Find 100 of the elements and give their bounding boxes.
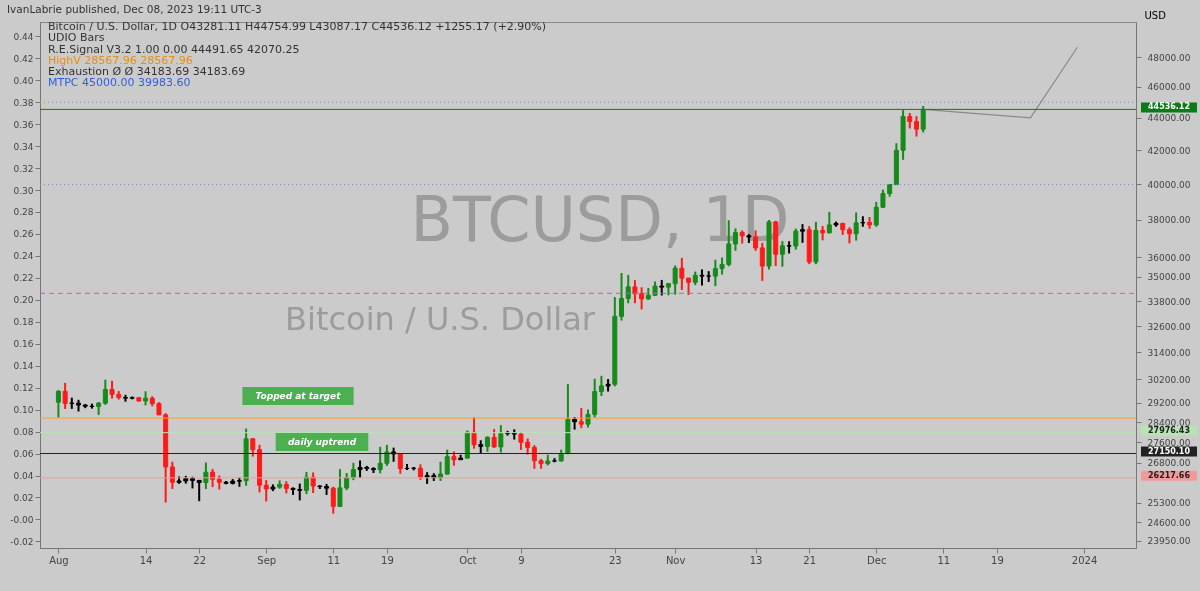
y2-tick-label: 0.10 <box>13 405 34 416</box>
y2-tick-label: 0.38 <box>13 97 34 108</box>
candlestick <box>203 461 209 490</box>
y2-tick-label: 0.30 <box>13 185 34 196</box>
y2-tick-label: -0.02 <box>10 536 34 547</box>
candlestick <box>444 448 450 476</box>
ref-line-label: 26217.66 <box>1147 470 1191 480</box>
y2-tick-label: 0.36 <box>13 119 34 130</box>
y-tick-label: 35000.00 <box>1147 272 1191 283</box>
candlestick <box>913 115 919 138</box>
y2-tick-label: 0.18 <box>13 317 34 328</box>
candlestick <box>826 210 832 235</box>
candlestick <box>578 407 584 430</box>
x-tick-label: 23 <box>608 554 622 566</box>
y2-tick-label: 0.32 <box>13 163 34 174</box>
x-tick-label: 22 <box>193 554 207 566</box>
y-tick-label: 29200.00 <box>1147 398 1191 409</box>
ref-line-label: 44536.12 <box>1147 102 1191 112</box>
candlestick <box>169 460 175 490</box>
y2-tick-label: 0.02 <box>13 492 34 503</box>
y-tick-label: 28400.00 <box>1147 417 1191 428</box>
candlestick <box>102 378 108 406</box>
candlestick <box>250 437 256 458</box>
candlestick <box>625 273 631 305</box>
candlestick <box>303 470 309 496</box>
y-tick-label: 33800.00 <box>1147 296 1191 307</box>
candlestick <box>779 240 785 268</box>
candlestick <box>619 271 625 322</box>
candlestick <box>330 485 336 515</box>
x-tick-label: 9 <box>518 554 525 566</box>
y2-tick-label: 0.14 <box>13 361 34 372</box>
candlestick <box>632 279 638 305</box>
x-tick-label: 19 <box>991 554 1004 566</box>
annotation: MTPC 45000.00 39983.60 <box>48 76 191 89</box>
y-tick-label: 31400.00 <box>1147 347 1191 358</box>
candlestick <box>920 104 926 134</box>
annotation: R.E.Signal V3.2 1.00 0.00 44491.65 42070.25 <box>48 43 300 56</box>
y2-tick-label: 0.34 <box>13 141 34 152</box>
x-tick-label: Oct <box>459 554 477 566</box>
x-tick-label: 11 <box>937 554 951 566</box>
x-tick-label: Dec <box>867 554 887 566</box>
y2-tick-label: 0.22 <box>13 273 34 284</box>
candlestick <box>310 471 316 495</box>
ref-line-label: 27976.43 <box>1147 425 1191 435</box>
candlestick <box>759 241 765 282</box>
annotation: UDIO Bars <box>48 31 105 44</box>
x-tick-label: 13 <box>749 554 763 566</box>
y-tick-label: 48000.00 <box>1147 52 1191 63</box>
y2-tick-label: 0.16 <box>13 339 34 350</box>
candlestick <box>196 479 202 503</box>
y2-tick-label: 0.26 <box>13 229 34 240</box>
x-tick-label: Nov <box>665 554 686 566</box>
y2-tick-label: 0.24 <box>13 251 34 262</box>
candlestick <box>639 286 645 311</box>
y-tick-label: 26800.00 <box>1147 458 1191 469</box>
y2-tick-label: -0.00 <box>10 514 34 525</box>
y-axis-title: USD <box>1144 9 1167 21</box>
y-tick-label: 27600.00 <box>1147 437 1191 448</box>
candlestick <box>853 211 859 242</box>
y-tick-label: 46000.00 <box>1147 82 1191 93</box>
candlestick <box>793 227 799 251</box>
y2-tick-label: 0.42 <box>13 53 34 64</box>
x-tick-label: 14 <box>139 554 153 566</box>
y2-tick-label: 0.12 <box>13 383 34 394</box>
ref-line-label: 27150.10 <box>1147 446 1191 456</box>
y2-tick-label: 0.20 <box>13 295 34 306</box>
candlestick <box>800 223 806 244</box>
x-tick-label: 2024 <box>1071 554 1098 566</box>
candlestick <box>491 428 497 449</box>
candlestick <box>498 424 504 454</box>
candlestick <box>471 416 477 450</box>
chart-subtitle: Bitcoin / U.S. Dollar, 1D O43281.11 H44754.99 L43087.17 C44536.12 +1255.17 (+2.90%) <box>48 20 547 33</box>
y-tick-label: 40000.00 <box>1147 179 1191 190</box>
x-tick-label: 11 <box>327 554 341 566</box>
y-tick-label: 30200.00 <box>1147 374 1191 385</box>
x-tick-label: Sep <box>257 554 277 566</box>
candlestick <box>55 389 61 419</box>
y2-tick-label: 0.08 <box>13 427 34 438</box>
y2-tick-label: 0.06 <box>13 449 34 460</box>
y-tick-label: 44000.00 <box>1147 113 1191 124</box>
annotation: daily uptrend <box>287 437 357 447</box>
candlestick <box>263 479 269 503</box>
x-tick-label: 21 <box>803 554 817 566</box>
y-tick-label: 25300.00 <box>1147 498 1191 509</box>
y-tick-label: 42000.00 <box>1147 145 1191 156</box>
y2-tick-label: 0.40 <box>13 75 34 86</box>
candlestick <box>598 374 604 398</box>
candlestick <box>62 381 68 410</box>
y2-tick-label: 0.44 <box>13 31 34 42</box>
y-tick-label: 36000.00 <box>1147 252 1191 263</box>
y-tick-label: 24600.00 <box>1147 517 1191 528</box>
y2-tick-label: 0.28 <box>13 207 34 218</box>
x-tick-label: 19 <box>381 554 394 566</box>
x-tick-label: Aug <box>49 554 69 566</box>
y-tick-label: 32600.00 <box>1147 321 1191 332</box>
candlestick <box>699 268 705 287</box>
y2-tick-label: 0.04 <box>13 471 34 482</box>
chart-title: IvanLabrie published, Dec 08, 2023 19:11 UTC-3 <box>7 3 262 15</box>
y-tick-label: 38000.00 <box>1147 215 1191 226</box>
annotation: Topped at target <box>255 391 342 401</box>
